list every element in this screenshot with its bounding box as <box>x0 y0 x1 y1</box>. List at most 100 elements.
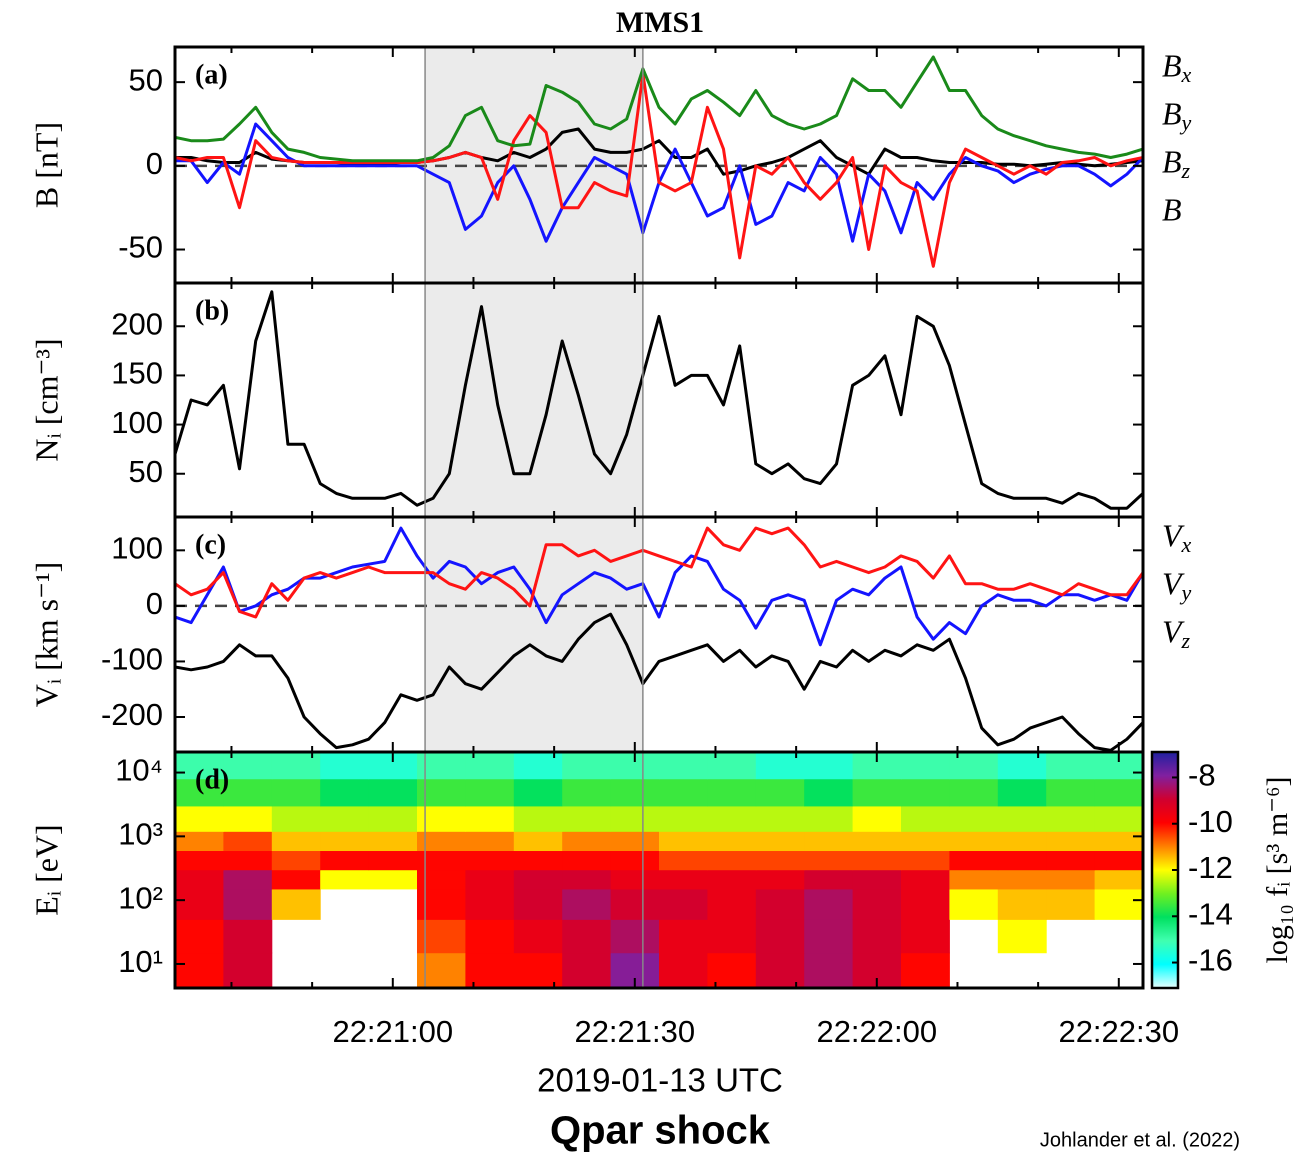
heatmap-cell <box>755 919 805 954</box>
heatmap-cell <box>513 952 563 988</box>
heatmap-cell <box>804 752 854 780</box>
heatmap-cell <box>368 778 418 807</box>
heatmap-cell <box>271 850 321 871</box>
colorbar-tick-label: -16 <box>1188 943 1233 978</box>
colorbar-tick-label: -12 <box>1188 850 1233 885</box>
y-tick-label: 200 <box>111 306 163 341</box>
legend-entry: By <box>1162 95 1192 135</box>
heatmap-cell <box>1094 869 1143 890</box>
heatmap-cell <box>175 805 224 832</box>
heatmap-cell <box>707 831 757 852</box>
heatmap-cell <box>562 919 612 954</box>
y-axis-label: Eᵢ [eV] <box>28 824 64 915</box>
heatmap-cell <box>562 869 612 890</box>
heatmap-cell <box>513 919 563 954</box>
heatmap-cell <box>659 752 708 780</box>
y-tick-label: 10⁴ <box>115 753 163 788</box>
heatmap-cell <box>562 752 612 780</box>
heatmap-cell <box>901 831 950 852</box>
heatmap-cell <box>610 919 660 954</box>
heatmap-cell <box>997 778 1047 807</box>
y-tick-label: -200 <box>101 697 163 732</box>
heatmap-cell <box>175 888 224 920</box>
heatmap-cell <box>901 952 950 988</box>
data-line <box>175 290 1143 510</box>
heatmap-cell <box>707 850 757 871</box>
heatmap-cell <box>1094 850 1143 871</box>
heatmap-cell <box>417 850 466 871</box>
heatmap-cell <box>755 952 805 988</box>
heatmap-cell <box>755 831 805 852</box>
heatmap-cell <box>755 888 805 920</box>
heatmap-cell <box>562 805 612 832</box>
heatmap-cell <box>223 850 273 871</box>
highlight-span <box>425 517 643 752</box>
heatmap-cell <box>271 831 321 852</box>
y-tick-label: 10¹ <box>118 944 163 979</box>
heatmap-cell <box>707 805 757 832</box>
heatmap-cell <box>320 778 370 807</box>
heatmap-cell <box>1046 831 1096 852</box>
heatmap-cell <box>610 831 660 852</box>
data-line <box>175 612 1143 752</box>
heatmap-cell <box>755 850 805 871</box>
heatmap-cell <box>1046 888 1096 920</box>
heatmap-cell <box>1094 831 1143 852</box>
heatmap-cell <box>997 888 1047 920</box>
heatmap-cell <box>513 752 563 780</box>
heatmap-cell <box>562 831 612 852</box>
heatmap-cell <box>997 831 1047 852</box>
heatmap-cell <box>271 778 321 807</box>
heatmap-cell <box>610 888 660 920</box>
y-tick-label: 0 <box>146 586 163 621</box>
panel-label: (b) <box>195 295 229 326</box>
heatmap-cell <box>901 888 950 920</box>
plot-area <box>175 283 1143 517</box>
heatmap-cell <box>417 831 466 852</box>
heatmap-cell <box>755 778 805 807</box>
heatmap-cell <box>659 888 708 920</box>
heatmap-cell <box>175 919 224 954</box>
panel-frame <box>173 515 1145 754</box>
heatmap-cell <box>1046 869 1096 890</box>
y-tick-label: 150 <box>111 356 163 391</box>
y-tick-label: -100 <box>101 642 163 677</box>
caption: Qpar shock <box>550 1109 771 1153</box>
heatmap-cell <box>562 850 612 871</box>
y-tick-label: 50 <box>129 454 163 489</box>
heatmap-cell <box>513 778 563 807</box>
legend-entry: Bx <box>1162 47 1192 87</box>
heatmap-cell <box>949 778 999 807</box>
heatmap-cell <box>465 778 515 807</box>
y-axis-label: B [nT] <box>28 122 64 208</box>
heatmap-cell <box>175 869 224 890</box>
heatmap-cell <box>1094 888 1143 920</box>
heatmap-cell <box>852 850 902 871</box>
plot-area <box>175 517 1143 752</box>
legend-entry: Vy <box>1162 565 1192 605</box>
y-axis-label: Vᵢ [km s⁻¹] <box>28 562 64 707</box>
legend-entry: B <box>1162 191 1182 227</box>
heatmap-cell <box>1046 752 1096 780</box>
colorbar-tick-label: -10 <box>1188 804 1233 839</box>
heatmap-cell <box>949 888 999 920</box>
heatmap-cell <box>755 805 805 832</box>
heatmap-cell <box>1046 805 1096 832</box>
heatmap-cell <box>465 919 515 954</box>
credit: Johlander et al. (2022) <box>1040 1129 1240 1151</box>
heatmap-cell <box>271 752 321 780</box>
x-tick-label: 22:21:30 <box>574 1014 695 1049</box>
heatmap-cell <box>997 869 1047 890</box>
heatmap-cell <box>513 850 563 871</box>
heatmap-cell <box>804 850 854 871</box>
heatmap-cell <box>175 952 224 988</box>
y-tick-label: 10³ <box>118 817 163 852</box>
heatmap-cell <box>707 778 757 807</box>
heatmap-cell <box>368 850 418 871</box>
heatmap-cell <box>320 752 370 780</box>
heatmap-cell <box>368 805 418 832</box>
panel-label: (a) <box>195 59 228 90</box>
y-tick-label: 100 <box>111 531 163 566</box>
heatmap-cell <box>852 919 902 954</box>
heatmap-cell <box>223 869 273 890</box>
